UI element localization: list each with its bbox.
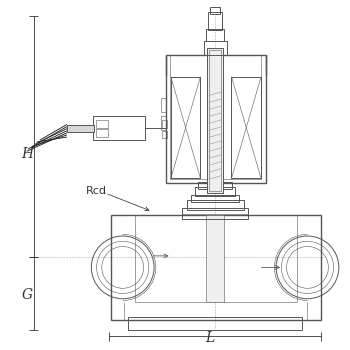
Bar: [67, 125, 94, 132]
Bar: [209, 49, 221, 191]
Bar: [111, 215, 321, 320]
Bar: [162, 131, 167, 138]
Bar: [93, 117, 145, 140]
Bar: [171, 77, 201, 178]
Bar: [208, 12, 222, 30]
Text: G: G: [21, 288, 33, 302]
Bar: [195, 187, 235, 196]
Bar: [191, 195, 239, 202]
Bar: [204, 41, 226, 55]
Text: Rcd: Rcd: [86, 186, 107, 196]
Bar: [170, 55, 261, 179]
Bar: [166, 55, 266, 183]
Bar: [161, 98, 166, 112]
Bar: [162, 120, 167, 128]
Bar: [231, 77, 261, 178]
Bar: [128, 317, 302, 330]
Bar: [206, 215, 224, 302]
Text: L: L: [205, 331, 215, 345]
Text: H: H: [21, 147, 33, 161]
Bar: [208, 48, 223, 193]
Bar: [96, 129, 108, 136]
Bar: [96, 120, 108, 128]
Bar: [182, 208, 248, 219]
Bar: [206, 29, 224, 41]
Bar: [161, 116, 166, 130]
Bar: [198, 182, 232, 189]
Bar: [187, 200, 244, 210]
Bar: [210, 7, 220, 14]
